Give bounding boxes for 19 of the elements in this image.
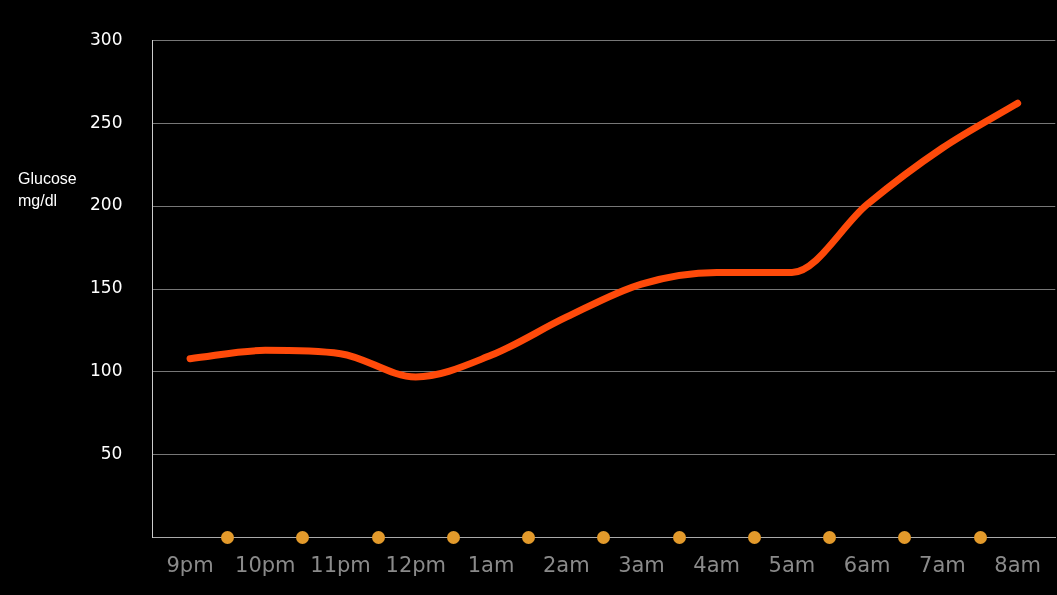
- x-tick-label: 2am: [542, 552, 590, 577]
- x-tick-label: 9pm: [166, 552, 214, 577]
- y-tick-label: 100: [89, 360, 123, 381]
- x-tick-label: 10pm: [235, 552, 296, 577]
- y-axis-title: Glucose mg/dl: [18, 170, 77, 209]
- y-tick-label: 50: [100, 443, 123, 464]
- x-tick-label: 3am: [618, 552, 665, 577]
- y-tick-label: 250: [89, 111, 123, 132]
- y-tick-label: 150: [89, 277, 123, 298]
- y-tick-label: 300: [89, 28, 123, 49]
- x-tick-label: 5am: [768, 552, 816, 577]
- x-tick-label: 4am: [693, 552, 741, 577]
- x-tick-label: 6am: [843, 552, 891, 577]
- x-tick-label: 1am: [467, 552, 515, 577]
- x-tick-label: 12pm: [385, 552, 447, 577]
- x-tick-label: 11pm: [310, 552, 371, 577]
- x-tick-label: 8am: [994, 552, 1041, 577]
- y-tick-label: 200: [89, 194, 123, 215]
- x-tick-label: 7am: [919, 552, 966, 577]
